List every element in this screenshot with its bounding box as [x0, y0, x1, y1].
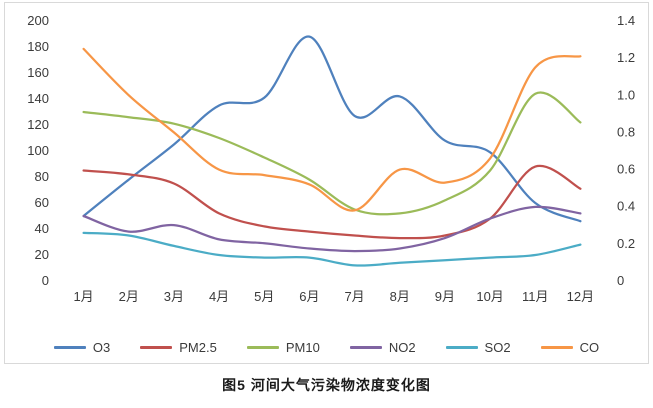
right-axis-tick: 0.2: [617, 236, 635, 251]
legend-marker-PM2.5: [140, 346, 173, 349]
legend-item-PM2.5: PM2.5: [140, 340, 217, 355]
legend-label-O3: O3: [92, 340, 111, 355]
legend-marker-O3: [53, 346, 86, 349]
pollution-line-chart: 0 20 40 60 80 100 120 140 160 180 200 0 0.2 0.4 0.6 0.8…: [4, 2, 649, 364]
right-axis-tick: 0: [617, 273, 624, 288]
series-line-NO2: [82, 205, 582, 253]
legend-marker-PM10: [246, 346, 279, 349]
x-axis-label: 3月: [164, 289, 184, 304]
legend-label-PM2.5: PM2.5: [179, 340, 217, 355]
series-line-PM2.5: [82, 164, 582, 240]
left-axis-tick: 120: [27, 117, 49, 132]
left-axis-tick: 0: [42, 273, 49, 288]
right-axis-tick: 1.4: [617, 13, 635, 28]
right-axis-tick: 1.2: [617, 50, 635, 65]
x-axis-label: 5月: [254, 289, 274, 304]
x-axis-label: 2月: [119, 289, 139, 304]
left-axis-tick: 200: [27, 13, 49, 28]
series-line-PM10: [82, 91, 582, 216]
figure-caption: 图5 河间大气污染物浓度变化图: [222, 377, 431, 393]
right-axis-tick: 1.0: [617, 87, 635, 102]
series-line-O3: [82, 35, 582, 223]
left-axis-tick: 40: [35, 221, 49, 236]
legend-item-PM10: PM10: [246, 340, 320, 355]
legend-marker-SO2: [445, 346, 478, 349]
x-axis-label: 7月: [344, 289, 364, 304]
x-axis-label: 4月: [209, 289, 229, 304]
legend-item-CO: CO: [540, 340, 600, 355]
legend-item-O3: O3: [53, 340, 111, 355]
right-axis-tick: 0.6: [617, 162, 635, 177]
left-axis-tick: 60: [35, 195, 49, 210]
legend-label-CO: CO: [579, 340, 600, 355]
series-line-SO2: [82, 231, 582, 267]
left-axis-tick: 140: [27, 91, 49, 106]
right-axis-tick: 0.8: [617, 124, 635, 139]
chart-canvas: 0 20 40 60 80 100 120 140 160 180 200 0 0.2 0.4 0.6 0.8…: [27, 13, 635, 304]
legend-label-SO2: SO2: [484, 340, 511, 355]
legend-label-PM10: PM10: [285, 340, 320, 355]
x-axis-label: 10月: [476, 289, 503, 304]
x-axis-label: 9月: [435, 289, 455, 304]
legend-item-NO2: NO2: [349, 340, 416, 355]
x-axis-label: 11月: [522, 289, 549, 304]
legend-label-NO2: NO2: [388, 340, 416, 355]
legend-item-SO2: SO2: [445, 340, 511, 355]
left-axis-tick: 20: [35, 247, 49, 262]
x-axis-label: 8月: [390, 289, 410, 304]
x-axis-label: 6月: [299, 289, 319, 304]
x-axis-label: 12月: [567, 289, 594, 304]
legend-marker-CO: [540, 346, 573, 349]
legend-marker-NO2: [349, 346, 382, 349]
left-axis-tick: 160: [27, 65, 49, 80]
series-line-CO: [82, 47, 582, 212]
chart-legend: O3 PM2.5 PM10 NO2 SO2 CO: [5, 340, 648, 355]
left-axis-tick: 180: [27, 39, 49, 54]
x-axis-label: 1月: [73, 289, 93, 304]
left-axis-tick: 80: [35, 169, 49, 184]
right-axis-tick: 0.4: [617, 199, 635, 214]
left-axis-tick: 100: [27, 143, 49, 158]
